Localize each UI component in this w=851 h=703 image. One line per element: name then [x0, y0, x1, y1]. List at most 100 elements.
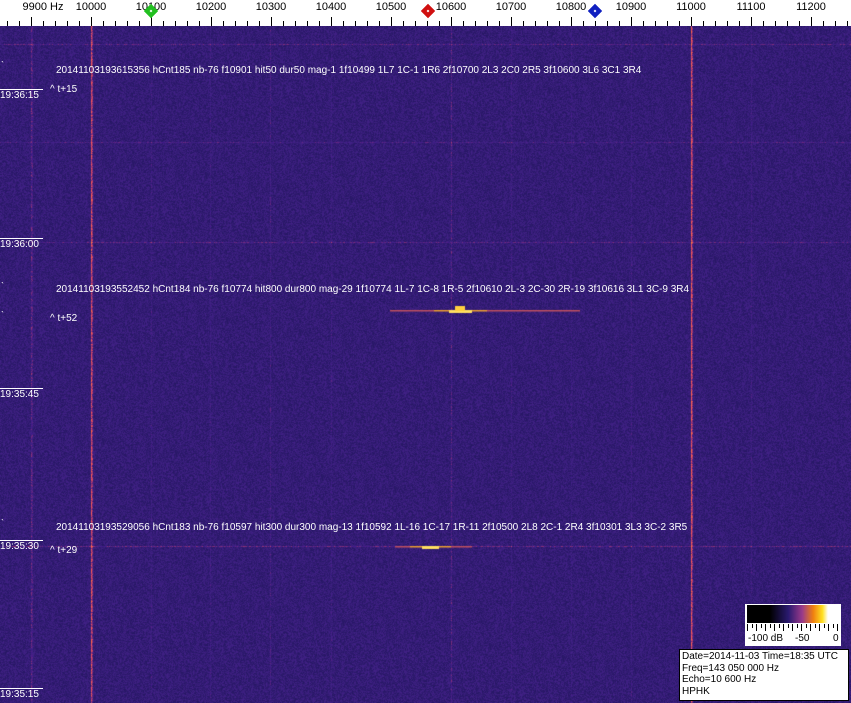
scale-tick: [163, 21, 164, 26]
colorbar-tick: [810, 624, 811, 631]
colorbar-tick: [801, 624, 802, 631]
scale-tick: [595, 21, 596, 26]
scale-tick: [643, 21, 644, 26]
tick-mark: `: [1, 518, 4, 528]
frequency-label: 10300: [255, 1, 287, 13]
colorbar-tick: [774, 624, 775, 631]
scale-tick: [475, 21, 476, 26]
scale-tick: [115, 21, 116, 26]
scale-tick: [607, 21, 608, 26]
frequency-label: 11000: [676, 1, 706, 13]
colorbar-tick: [814, 624, 816, 628]
scale-tick: [199, 21, 200, 26]
scale-tick: [847, 21, 848, 26]
detection-offset: ^ t+52: [50, 313, 78, 324]
scale-tick: [775, 21, 776, 26]
scale-tick: [655, 21, 656, 26]
tick-mark: `: [1, 281, 4, 291]
colorbar-tick: [760, 624, 762, 628]
colorbar-tick: [756, 624, 757, 631]
scale-tick: [763, 21, 764, 26]
scale-tick: [823, 21, 824, 26]
scale-tick: [691, 17, 692, 26]
colorbar-label-max: 0: [833, 633, 839, 644]
frequency-label: 10000: [75, 1, 107, 13]
colorbar-tick: [778, 624, 780, 628]
scale-tick: [391, 17, 392, 26]
scale-tick: [343, 21, 344, 26]
frequency-label: 10900: [615, 1, 647, 13]
info-frequency: Freq=143 050 000 Hz: [682, 662, 780, 674]
scale-tick: [319, 21, 320, 26]
frequency-label: 10700: [495, 1, 527, 13]
scale-tick: [679, 21, 680, 26]
detection-offset: ^ t+29: [50, 545, 78, 556]
scale-tick: [283, 21, 284, 26]
colorbar-tick: [837, 624, 838, 631]
scale-tick: [787, 21, 788, 26]
colorbar-tick: [783, 624, 784, 631]
scale-tick: [271, 17, 272, 26]
scale-tick: [583, 21, 584, 26]
colorbar-label-mid: -50: [795, 633, 810, 644]
detection-text: 20141103193529056 hCnt183 nb-76 f10597 h…: [56, 522, 688, 533]
detection-offset: ^ t+15: [50, 84, 78, 95]
colorbar-tick: [823, 624, 825, 628]
scale-tick: [127, 21, 128, 26]
scale-tick: [547, 21, 548, 26]
red-frequency-marker[interactable]: [421, 3, 436, 19]
scale-tick: [703, 21, 704, 26]
scale-tick: [499, 21, 500, 26]
scale-tick: [139, 21, 140, 26]
frequency-label: 11100: [736, 1, 766, 13]
scale-tick: [439, 21, 440, 26]
scale-tick: [427, 21, 428, 26]
scale-tick: [535, 21, 536, 26]
info-box: Date=2014-11-03 Time=18:35 UTC Freq=143 …: [679, 649, 849, 701]
scale-tick: [151, 17, 152, 26]
frequency-label: 10600: [435, 1, 467, 13]
scale-tick: [751, 17, 752, 26]
frequency-label: 11200: [796, 1, 826, 13]
time-label: 19:36:00: [0, 238, 43, 250]
scale-tick: [667, 21, 668, 26]
scale-tick: [55, 21, 56, 26]
scale-tick: [187, 21, 188, 26]
time-label: 19:35:15: [0, 688, 43, 700]
scale-tick: [379, 21, 380, 26]
scale-tick: [727, 21, 728, 26]
colorbar-gradient: [747, 605, 839, 623]
detection-text: 20141103193615356 hCnt185 nb-76 f10901 h…: [56, 65, 642, 76]
scale-tick: [31, 17, 32, 26]
scale-tick: [223, 21, 224, 26]
colorbar-tick: [747, 624, 748, 631]
colorbar: -100 dB -50 0: [745, 604, 841, 646]
info-datetime: Date=2014-11-03 Time=18:35 UTC: [682, 651, 839, 662]
scale-tick: [619, 21, 620, 26]
scale-tick: [571, 17, 572, 26]
scale-tick: [247, 21, 248, 26]
tick-mark: `: [1, 310, 4, 320]
blue-frequency-marker[interactable]: [587, 3, 603, 19]
scale-tick: [355, 21, 356, 26]
scale-tick: [7, 21, 8, 26]
colorbar-tick: [787, 624, 789, 628]
frequency-label: 9900 Hz: [22, 1, 64, 13]
scale-tick: [67, 21, 68, 26]
colorbar-tick: [765, 624, 766, 631]
colorbar-tick: [751, 624, 753, 628]
scale-tick: [523, 21, 524, 26]
colorbar-tick: [792, 624, 793, 631]
frequency-scale: 9900 Hz100001010010200103001040010500106…: [0, 0, 851, 26]
scale-tick: [739, 21, 740, 26]
colorbar-tick: [832, 624, 834, 628]
scale-tick: [235, 21, 236, 26]
info-station: HPHK: [682, 685, 710, 697]
detection-text: 20141103193552452 hCnt184 nb-76 f10774 h…: [56, 284, 690, 295]
frequency-label: 10800: [555, 1, 587, 13]
scale-tick: [715, 21, 716, 26]
colorbar-tick: [796, 624, 798, 628]
scale-tick: [403, 21, 404, 26]
colorbar-label-min: -100 dB: [748, 633, 784, 644]
frequency-label: 10400: [315, 1, 347, 13]
